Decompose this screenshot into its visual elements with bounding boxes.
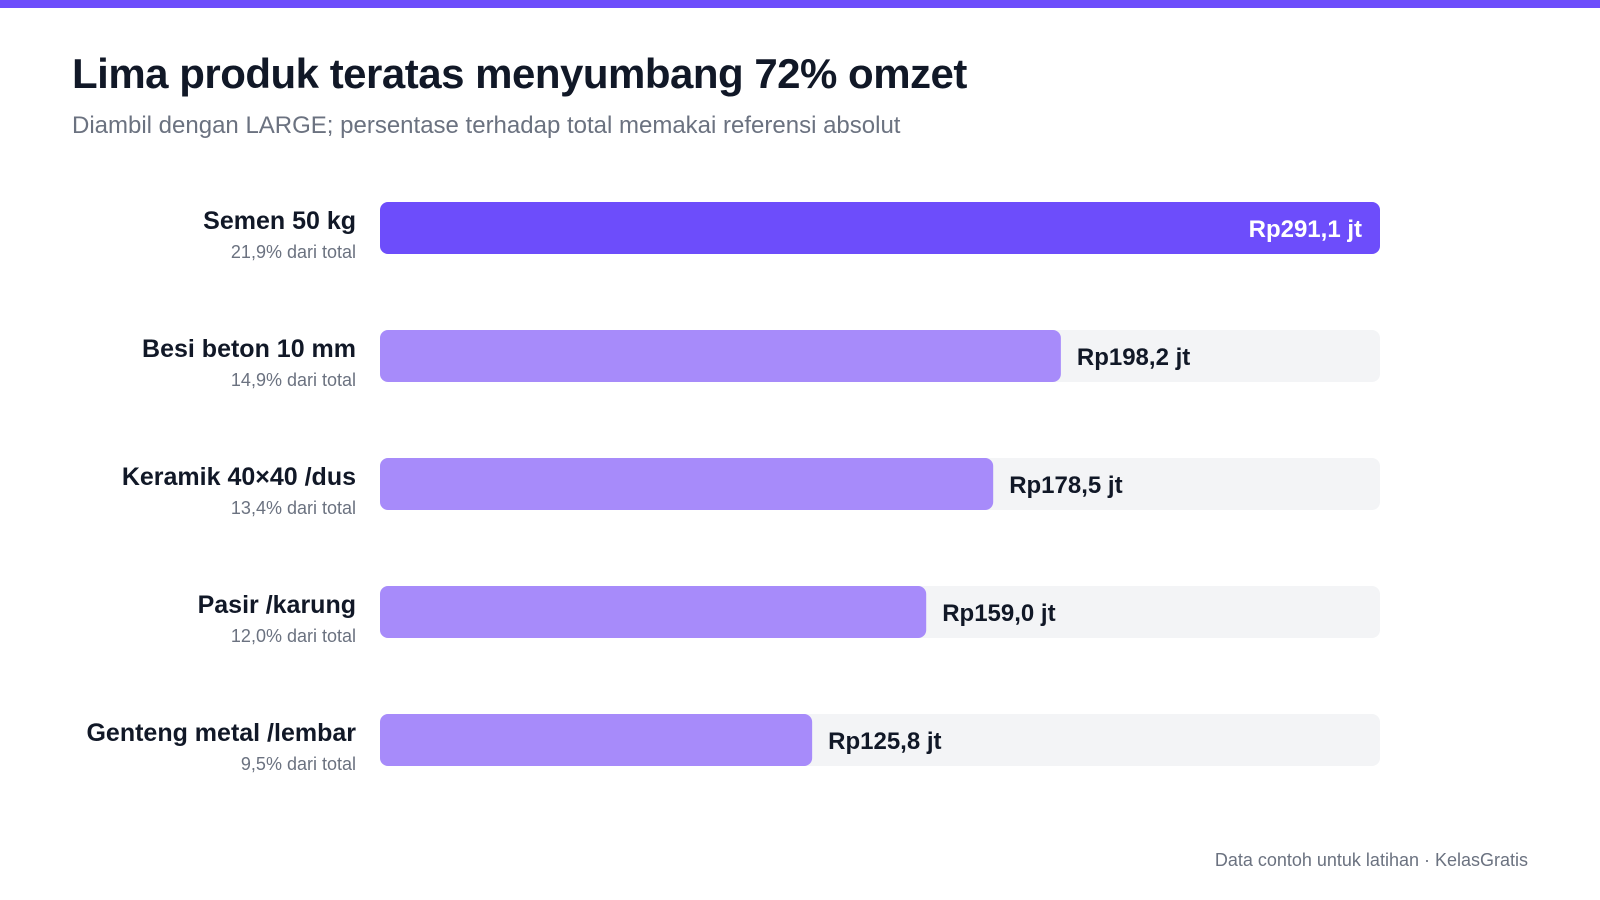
category-label: Genteng metal /lembar bbox=[86, 719, 356, 747]
chart-title: Lima produk teratas menyumbang 72% omzet bbox=[72, 50, 967, 97]
category-label: Semen 50 kg bbox=[203, 207, 356, 235]
chart-subtitle: Diambil dengan LARGE; persentase terhada… bbox=[72, 112, 901, 139]
bar bbox=[380, 330, 1061, 382]
bar bbox=[380, 586, 927, 638]
share-label: 12,0% dari total bbox=[231, 626, 356, 646]
bar bbox=[380, 458, 994, 510]
top-accent-bar bbox=[0, 0, 1600, 8]
bar bbox=[380, 202, 1380, 254]
value-label: Rp291,1 jt bbox=[1249, 216, 1362, 243]
category-label: Keramik 40×40 /dus bbox=[122, 463, 356, 491]
value-label: Rp178,5 jt bbox=[1009, 472, 1122, 499]
share-label: 13,4% dari total bbox=[231, 498, 356, 518]
share-label: 14,9% dari total bbox=[231, 370, 356, 390]
value-label: Rp198,2 jt bbox=[1077, 344, 1190, 371]
category-label: Besi beton 10 mm bbox=[142, 335, 356, 363]
category-label: Pasir /karung bbox=[198, 591, 356, 619]
share-label: 9,5% dari total bbox=[241, 754, 356, 774]
share-label: 21,9% dari total bbox=[231, 242, 356, 262]
value-label: Rp125,8 jt bbox=[828, 728, 941, 755]
footer-note: Data contoh untuk latihan · KelasGratis bbox=[1214, 850, 1528, 870]
value-label: Rp159,0 jt bbox=[942, 600, 1055, 627]
bar bbox=[380, 714, 813, 766]
